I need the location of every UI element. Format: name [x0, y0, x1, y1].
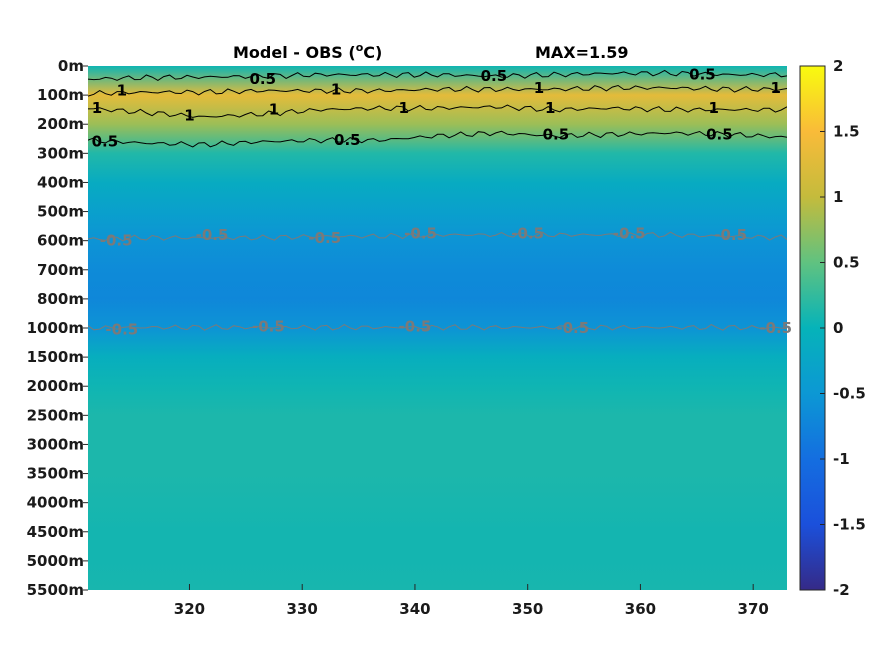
contour-label: 1	[771, 79, 781, 97]
y-tick-label: 1500m	[27, 348, 84, 366]
title-unit: C)	[363, 43, 382, 62]
colorbar: 2 1.5 1 0.5 0 -0.5 -1 -1.5 -2	[799, 57, 866, 599]
x-tick-label: 360	[625, 600, 656, 618]
contour-line	[88, 324, 787, 331]
colorbar-tick-label: 1	[833, 188, 843, 206]
y-tick-label: 100m	[37, 86, 84, 104]
contour-lines	[88, 69, 787, 331]
contour-line	[88, 84, 787, 97]
contour-label: -0.5	[511, 224, 544, 242]
contour-label: 1	[269, 101, 279, 119]
contour-label: 1	[398, 99, 408, 117]
y-tick-label: 200m	[37, 115, 84, 133]
contour-line	[88, 130, 787, 148]
x-tick-label: 340	[399, 600, 430, 618]
contour-label: 0.5	[689, 66, 716, 84]
x-tick-label: 320	[174, 600, 205, 618]
y-tick-label: 5500m	[27, 581, 84, 599]
y-tick-label: 500m	[37, 203, 84, 221]
contour-label: 1	[184, 106, 194, 124]
colorbar-tick-label: -1	[833, 450, 850, 468]
contour-label: 1	[331, 80, 341, 98]
contour-line	[88, 231, 787, 242]
y-tick-label: 2500m	[27, 406, 84, 424]
colorbar-tick-label: -0.5	[833, 385, 866, 403]
y-tick-label: 3500m	[27, 465, 84, 483]
contour-label: 1	[545, 99, 555, 117]
contour-label: 0.5	[481, 67, 508, 85]
y-tick-label: 0m	[58, 57, 84, 75]
contour-label: 0.5	[249, 70, 276, 88]
contour-label: -0.5	[404, 224, 437, 242]
max-label: MAX=1.59	[535, 43, 629, 62]
y-tick-label: 3000m	[27, 435, 84, 453]
contour-label: 0.5	[543, 125, 570, 143]
contour-label: -0.5	[105, 320, 138, 338]
contour-label: -0.5	[399, 318, 432, 336]
contour-label: 1	[708, 99, 718, 117]
y-tick-label: 4500m	[27, 523, 84, 541]
contour-label: -0.5	[759, 319, 792, 337]
y-tick-label: 1000m	[27, 319, 84, 337]
heatmap-field	[88, 66, 787, 590]
y-axis-ticks: 0m 100m 200m 300m 400m 500m 600m 700m 800m 1000m 1…	[27, 57, 88, 599]
contour-label: -0.5	[714, 226, 747, 244]
contour-line	[88, 104, 787, 118]
colorbar-ticks: 2 1.5 1 0.5 0 -0.5 -1 -1.5 -2	[820, 57, 866, 599]
contour-label: 1	[534, 79, 544, 97]
y-tick-label: 4000m	[27, 494, 84, 512]
contour-label: 0.5	[334, 131, 361, 149]
colorbar-tick-label: 1.5	[833, 123, 860, 141]
contour-label: 1	[92, 99, 102, 117]
y-tick-label: 5000m	[27, 552, 84, 570]
contour-label: 0.5	[92, 133, 119, 151]
colorbar-tick-label: -1.5	[833, 516, 866, 534]
contour-label: -0.5	[196, 226, 229, 244]
y-tick-label: 600m	[37, 232, 84, 250]
contour-label: -0.5	[308, 229, 341, 247]
colorbar-tick-label: 0	[833, 319, 843, 337]
contour-line	[88, 69, 787, 81]
y-tick-label: 300m	[37, 144, 84, 162]
y-tick-label: 2000m	[27, 377, 84, 395]
x-axis-ticks: 320 330 340 350 360 370	[174, 584, 769, 618]
chart-title: Model - OBS (oC)	[233, 41, 382, 62]
colorbar-tick-label: 0.5	[833, 254, 860, 272]
contour-label: -0.5	[556, 319, 589, 337]
title-superscript: o	[356, 41, 364, 54]
x-tick-label: 370	[738, 600, 769, 618]
y-tick-label: 700m	[37, 261, 84, 279]
contour-label: -0.5	[100, 232, 133, 250]
contour-label: 1	[117, 82, 127, 100]
contour-label: 0.5	[706, 125, 733, 143]
x-tick-label: 350	[512, 600, 543, 618]
contour-label: -0.5	[613, 224, 646, 242]
y-tick-label: 400m	[37, 173, 84, 191]
x-tick-label: 330	[287, 600, 318, 618]
colorbar-tick-label: 2	[833, 57, 843, 75]
colorbar-tick-label: -2	[833, 581, 850, 599]
contour-label: -0.5	[252, 318, 285, 336]
y-tick-label: 800m	[37, 290, 84, 308]
